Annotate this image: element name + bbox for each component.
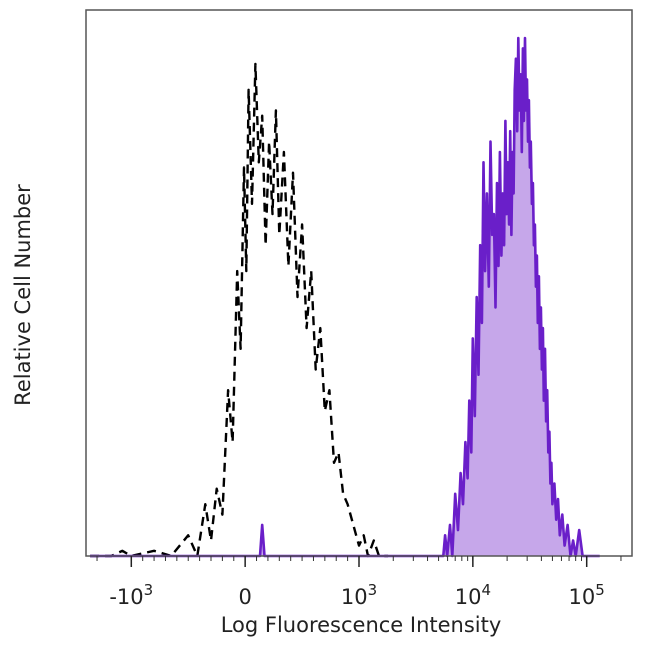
x-tick-label: 0 — [238, 585, 251, 609]
x-axis-label: Log Fluorescence Intensity — [221, 613, 502, 637]
plot-marks — [90, 36, 600, 558]
x-tick-label: 104 — [455, 581, 491, 609]
x-axis-ticks: -103 0 103 104 105 — [96, 556, 622, 609]
series-1-outline — [90, 36, 600, 558]
x-tick-label: -103 — [109, 581, 153, 609]
x-tick-label: 105 — [569, 581, 605, 609]
series-0-outline — [90, 62, 389, 558]
y-axis-label: Relative Cell Number — [11, 184, 35, 406]
x-tick-label: 103 — [341, 581, 377, 609]
